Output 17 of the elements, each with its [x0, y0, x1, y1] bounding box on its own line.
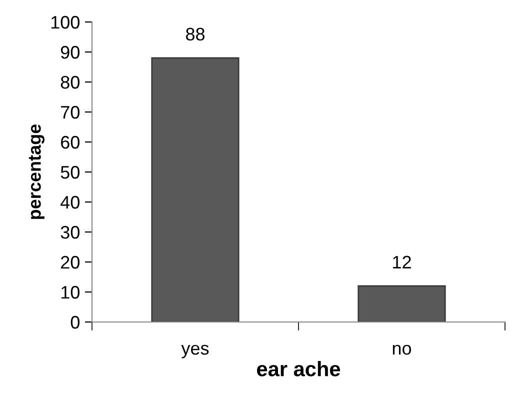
- y-tick-label: 30: [60, 226, 80, 239]
- data-label: 12: [393, 256, 411, 268]
- data-label: 88: [186, 28, 205, 41]
- x-axis-title: ear ache: [257, 361, 340, 376]
- x-tick-label: no: [392, 344, 412, 355]
- y-tick-label: 0: [70, 316, 80, 329]
- x-tick-label: yes: [181, 344, 209, 358]
- y-tick-label: 40: [60, 196, 80, 209]
- y-tick-label: 80: [60, 76, 80, 89]
- y-tick-label: 50: [60, 166, 80, 179]
- y-tick-label: 70: [61, 106, 80, 119]
- y-tick-label: 90: [60, 46, 80, 59]
- y-tick-label: 10: [61, 286, 80, 299]
- y-tick-label: 20: [61, 256, 80, 269]
- y-tick-label: 100: [51, 16, 80, 29]
- y-axis-title: percentage: [28, 124, 45, 219]
- y-tick-label: 60: [61, 136, 80, 149]
